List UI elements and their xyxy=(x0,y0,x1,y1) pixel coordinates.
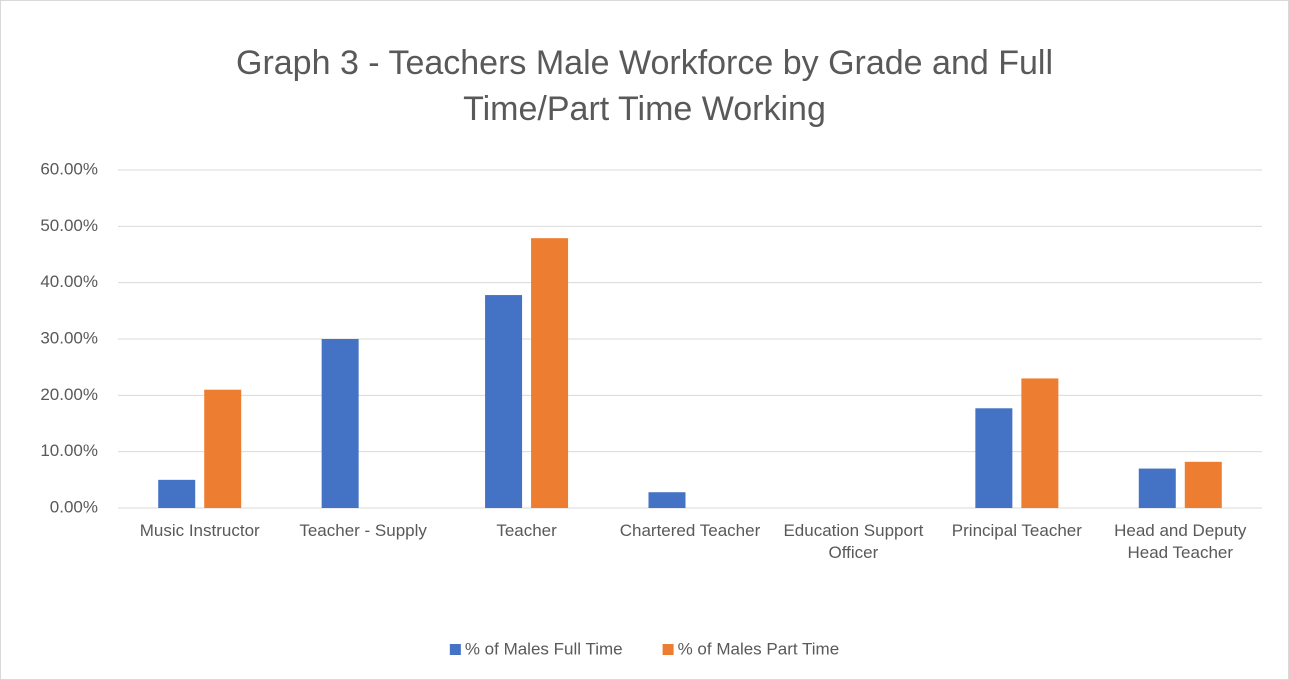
x-tick-label: Principal Teacher xyxy=(951,521,1082,540)
x-tick-label: Teacher xyxy=(496,521,557,540)
x-tick-label: Teacher - Supply xyxy=(299,521,427,540)
x-tick-box: Head and Deputy Head Teacher xyxy=(1114,521,1247,562)
x-tick-box: Principal Teacher xyxy=(951,521,1082,540)
y-tick-label: 40.00% xyxy=(40,272,98,291)
x-tick-label: Music Instructor xyxy=(139,521,260,540)
y-tick-label: 10.00% xyxy=(40,441,98,460)
bar xyxy=(1184,461,1222,508)
bar xyxy=(321,339,359,508)
bar xyxy=(1138,468,1176,508)
legend-label: % of Males Full Time xyxy=(465,639,623,658)
x-tick-label: Head and Deputy Head Teacher xyxy=(1114,521,1247,562)
chart-title: Graph 3 - Teachers Male Workforce by Gra… xyxy=(236,44,1053,128)
legend-swatch xyxy=(449,644,461,655)
y-tick-label: 0.00% xyxy=(50,497,98,516)
x-tick-box: Education Support Officer xyxy=(783,521,924,562)
legend-label: % of Males Part Time xyxy=(678,639,840,658)
bar xyxy=(204,389,242,508)
y-tick-label: 50.00% xyxy=(40,216,98,235)
title-box: Graph 3 - Teachers Male Workforce by Gra… xyxy=(236,44,1053,128)
x-tick-box: Chartered Teacher xyxy=(619,521,761,540)
x-tick-label: Education Support Officer xyxy=(783,521,924,562)
bar xyxy=(485,295,523,508)
y-tick-label: 20.00% xyxy=(40,385,98,404)
legend-swatch xyxy=(662,644,674,655)
bar xyxy=(648,492,686,508)
y-tick-label: 60.00% xyxy=(40,159,98,178)
y-tick-label: 30.00% xyxy=(40,328,98,347)
x-tick-box: Music Instructor xyxy=(139,521,260,540)
bar xyxy=(531,238,569,508)
bar xyxy=(975,408,1013,508)
bar xyxy=(1021,378,1059,508)
bar xyxy=(158,479,196,508)
x-tick-label: Chartered Teacher xyxy=(619,521,761,540)
x-tick-box: Teacher xyxy=(496,521,557,540)
x-tick-box: Teacher - Supply xyxy=(299,521,427,540)
